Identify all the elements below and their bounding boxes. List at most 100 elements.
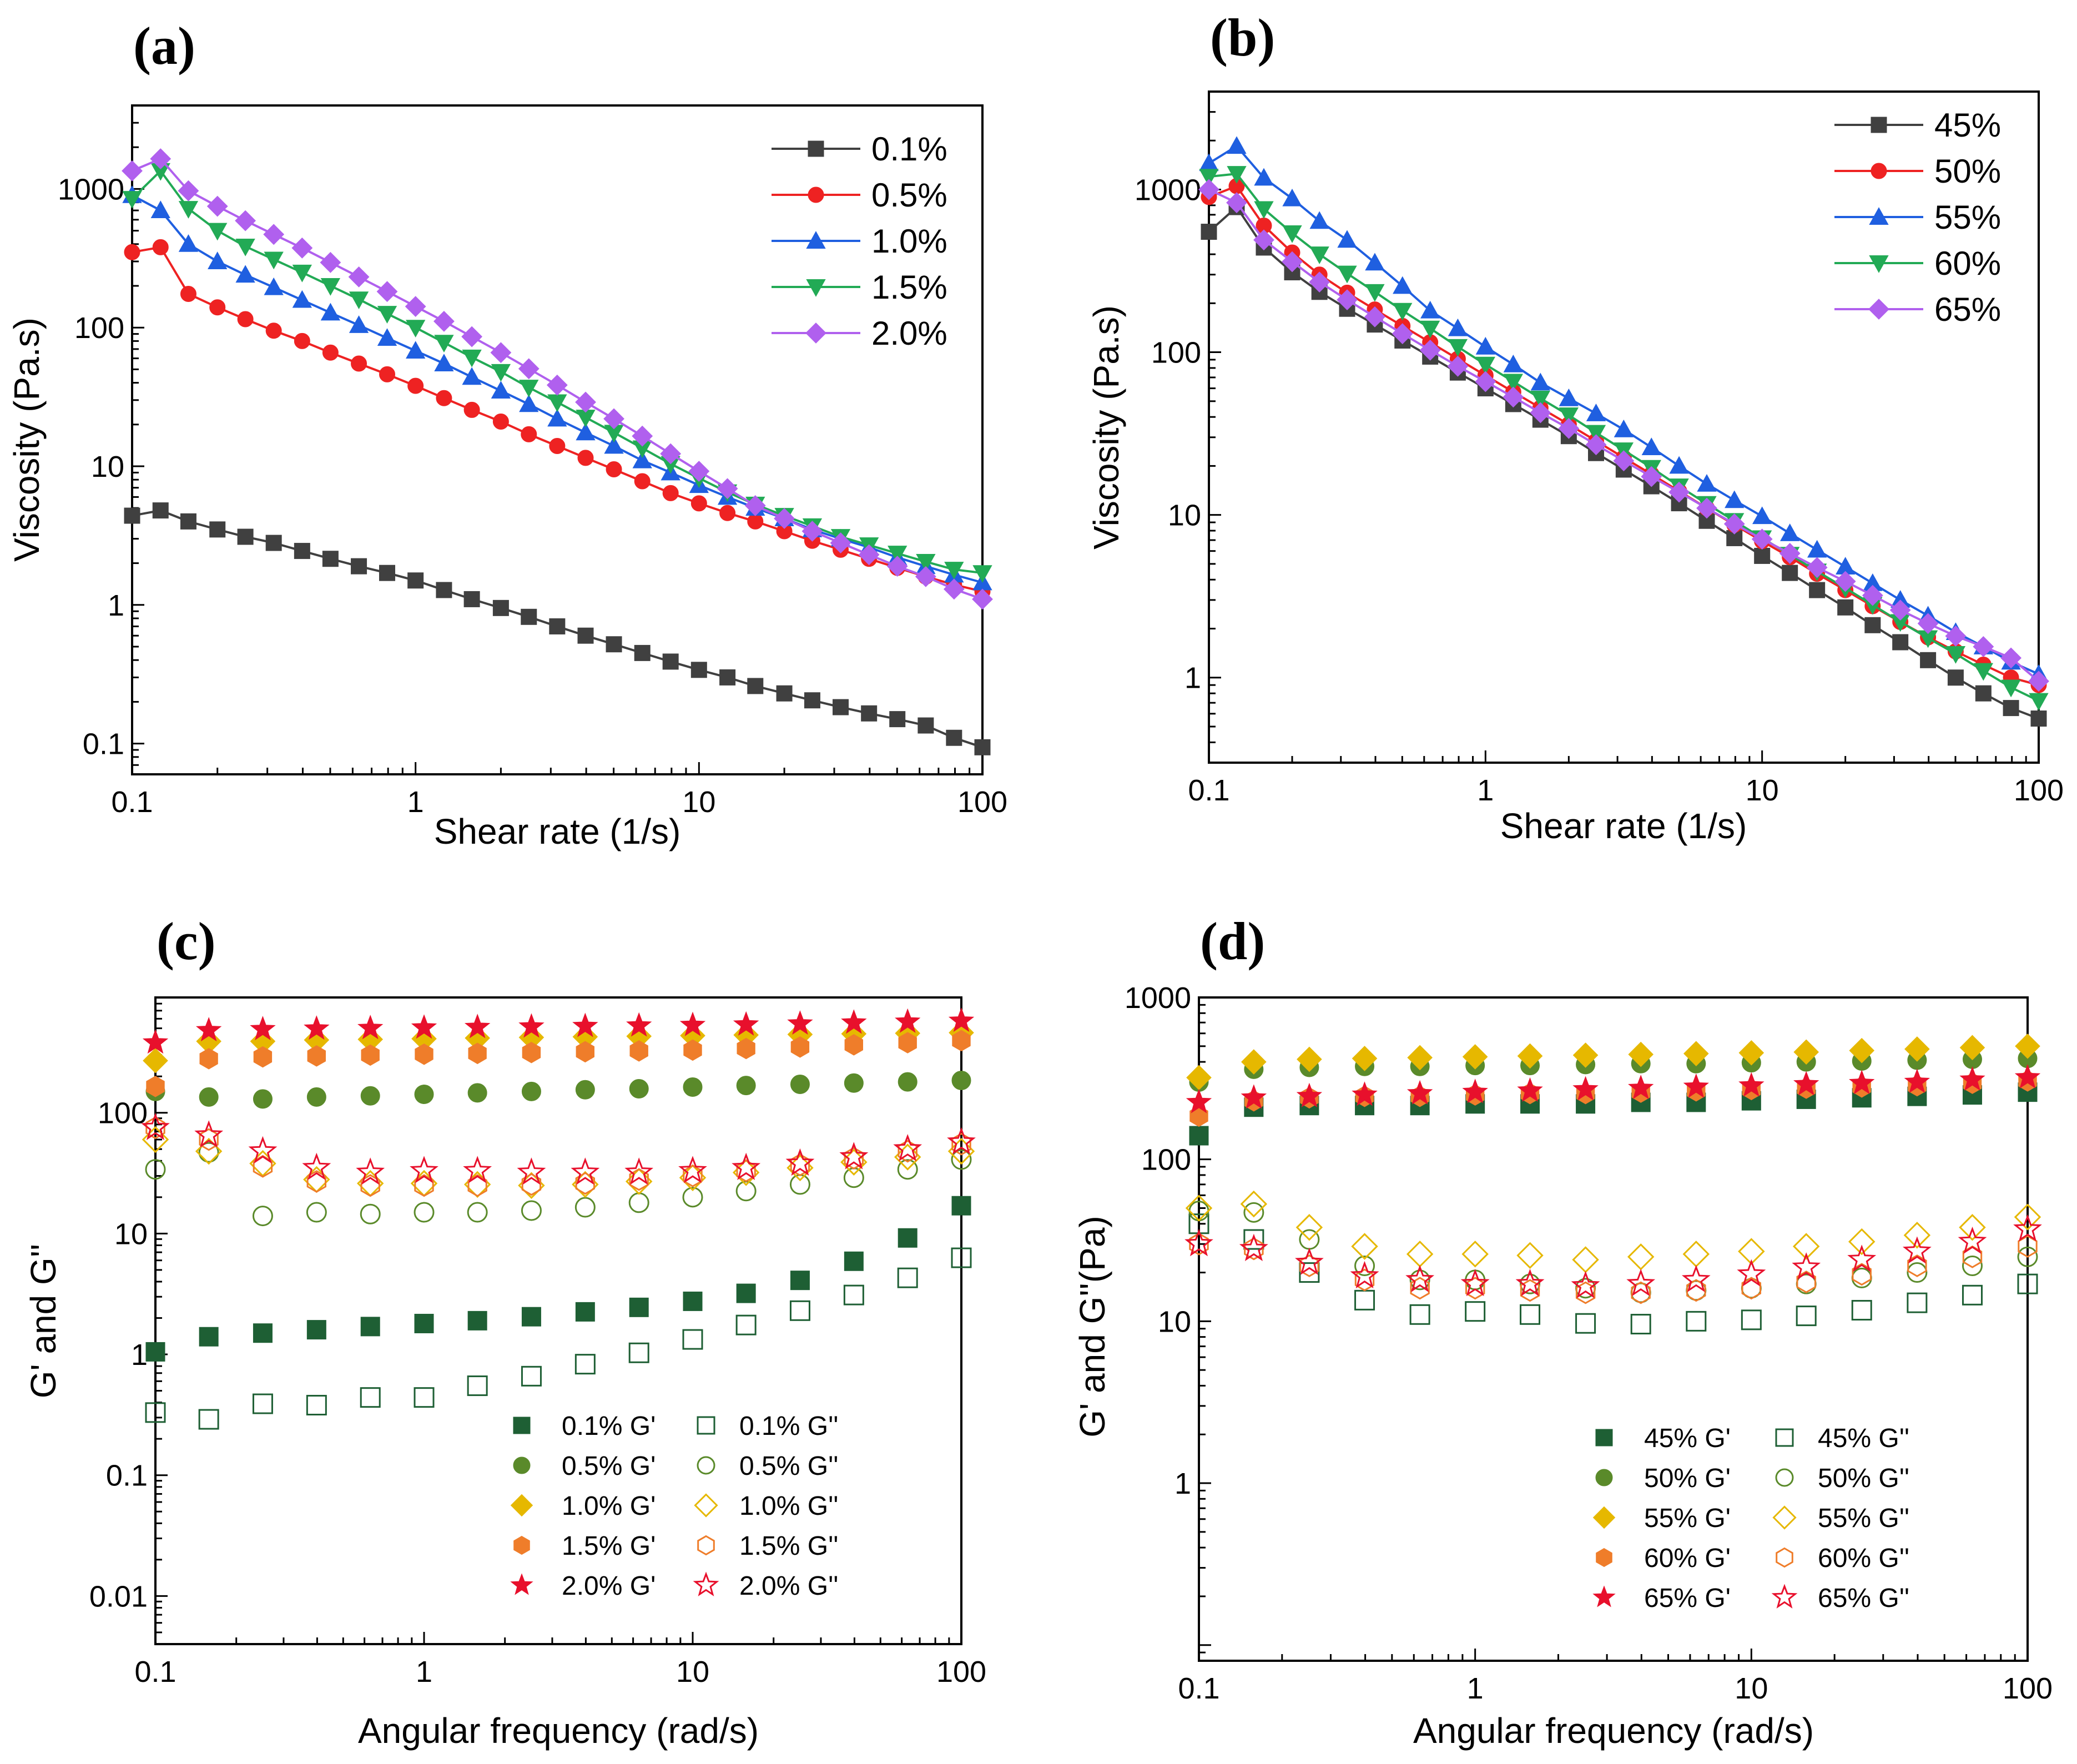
- data-point: [944, 562, 964, 579]
- data-point: [1240, 1190, 1268, 1218]
- legend-label: 45%: [1934, 107, 2001, 144]
- data-point: [1796, 1306, 1817, 1327]
- data-point: [1515, 1268, 1545, 1297]
- data-point: [1201, 224, 1217, 240]
- data-point: [1352, 1046, 1378, 1071]
- data-point: [1697, 474, 1717, 492]
- data-point: [575, 1302, 595, 1322]
- data-point: [717, 478, 738, 500]
- data-point: [1244, 1237, 1264, 1261]
- legend-label: 55% G'': [1818, 1504, 1909, 1533]
- x-tick-label: 0.1: [1188, 774, 1229, 807]
- data-point: [199, 1087, 219, 1107]
- data-point: [302, 1152, 331, 1180]
- data-point: [843, 1284, 864, 1306]
- legend-label: 60%: [1934, 245, 2001, 282]
- data-point: [916, 553, 936, 572]
- data-point: [577, 450, 594, 466]
- data-point: [790, 1271, 810, 1291]
- data-point: [1920, 652, 1937, 668]
- series-2-0pct: [122, 148, 993, 610]
- data-point: [2015, 1033, 2040, 1059]
- data-point: [146, 1076, 165, 1097]
- data-point: [789, 1300, 810, 1321]
- data-point: [629, 1168, 649, 1191]
- data-point: [1199, 169, 1219, 187]
- data-point: [549, 618, 566, 634]
- axes: 0.1 1 10 100 1 10 100 1000: [1125, 981, 2053, 1705]
- data-point: [1626, 1268, 1656, 1297]
- data-point: [626, 1012, 652, 1037]
- data-point: [517, 1157, 546, 1185]
- data-point: [1420, 300, 1440, 319]
- data-point: [467, 1311, 487, 1330]
- data-point: [804, 692, 820, 709]
- data-point: [1409, 1269, 1430, 1291]
- data-point: [629, 1040, 648, 1062]
- x-axis-title: Shear rate (1/s): [1500, 806, 1747, 846]
- data-point: [1809, 582, 1826, 598]
- data-point: [235, 239, 255, 256]
- data-point: [1806, 557, 1828, 578]
- data-point: [1503, 374, 1524, 392]
- data-point: [2001, 679, 2021, 698]
- data-point: [1365, 284, 1385, 302]
- axes: 0.1 1 10 100 0.1 1 10 100 1000: [58, 104, 1007, 819]
- data-point: [951, 1071, 971, 1091]
- data-point: [1282, 188, 1302, 206]
- legend-label: 0.1% G': [562, 1412, 656, 1441]
- data-point: [1973, 663, 1993, 681]
- legend: 0.1% G' 0.1% G'' 0.5% G' 0.5% G'' 1.0% G' 1.0…: [510, 1412, 838, 1601]
- data-point: [732, 1152, 761, 1180]
- data-point: [735, 1314, 757, 1335]
- x-tick-label: 1: [1477, 774, 1494, 807]
- data-point: [1406, 1080, 1433, 1105]
- data-point: [898, 1072, 917, 1092]
- series-1-5pct-g: [145, 1116, 971, 1197]
- data-point: [2017, 1273, 2038, 1294]
- x-tick-label: 100: [957, 785, 1007, 819]
- data-point: [1959, 1214, 1986, 1241]
- data-point: [264, 251, 284, 270]
- data-point: [1241, 1084, 1267, 1109]
- data-point: [1696, 497, 1717, 519]
- legend: 45% 50% 55% 60% 65%: [1834, 107, 2001, 328]
- data-point: [1741, 1277, 1761, 1300]
- data-point: [774, 508, 795, 530]
- data-point: [209, 521, 226, 538]
- data-point: [844, 1034, 863, 1056]
- data-point: [660, 443, 682, 465]
- data-point: [974, 739, 991, 755]
- data-point: [546, 374, 568, 396]
- data-point: [1448, 339, 1468, 357]
- data-point: [1628, 1041, 1654, 1067]
- data-point: [1723, 513, 1745, 535]
- data-point: [632, 450, 652, 468]
- plot-frame: [131, 104, 984, 775]
- data-point: [1852, 1263, 1872, 1286]
- data-point: [410, 1156, 438, 1183]
- data-point: [1631, 1281, 1651, 1304]
- data-point: [683, 1077, 703, 1097]
- data-point: [415, 1044, 433, 1065]
- data-point: [1962, 1255, 1983, 1276]
- chart-panel-d: (d) 0.1 1 10 100 1 10 100 1000 Angular frequency …: [1072, 911, 2053, 1751]
- data-point: [972, 565, 992, 583]
- x-tick-label: 100: [2003, 1672, 2053, 1705]
- data-point: [124, 244, 140, 260]
- panel-label: (b): [1210, 8, 1275, 67]
- data-point: [1793, 1071, 1819, 1096]
- data-point: [521, 1307, 541, 1327]
- data-point: [606, 461, 622, 478]
- data-point: [320, 278, 341, 296]
- data-point: [209, 299, 226, 316]
- x-tick-label: 0.1: [134, 1655, 176, 1689]
- y-tick-label: 1000: [1135, 173, 1201, 206]
- x-axis-title: Angular frequency (rad/s): [358, 1711, 759, 1751]
- data-point: [947, 1127, 976, 1155]
- data-point: [1461, 1241, 1489, 1268]
- data-point: [1243, 1202, 1264, 1223]
- data-point: [360, 1317, 380, 1337]
- data-point: [1198, 179, 1219, 200]
- data-point: [152, 502, 169, 519]
